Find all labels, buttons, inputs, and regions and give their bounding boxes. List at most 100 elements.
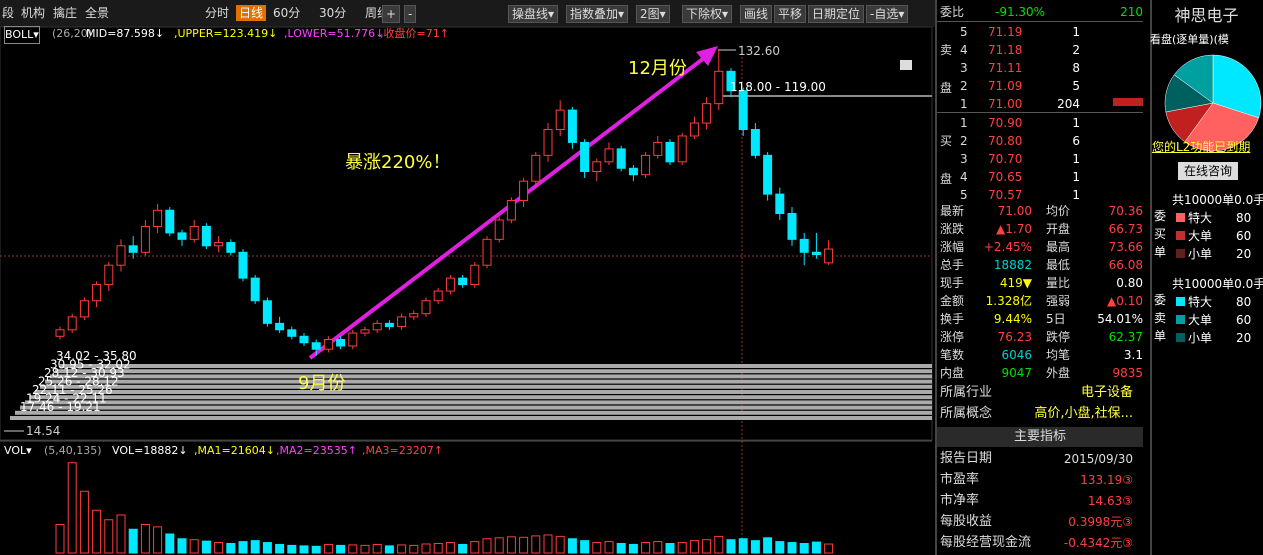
candle-body xyxy=(397,316,407,328)
stat-value: 66.08 xyxy=(1108,258,1143,272)
indicator-label: MID=87.598↓ xyxy=(86,27,165,40)
candle-body xyxy=(67,316,77,331)
volume-label: ,MA3=23207↑ xyxy=(362,444,443,457)
level: 4 xyxy=(960,170,968,184)
stat-label: 涨跌 xyxy=(940,222,965,236)
stat-label: 外盘 xyxy=(1046,366,1071,380)
stat-label: 最新 xyxy=(940,204,965,218)
indicator-value: 133.19③ xyxy=(1080,473,1133,487)
side-label: 盘 xyxy=(940,81,953,95)
quote-panel xyxy=(935,0,1147,555)
level: 1 xyxy=(960,116,968,130)
ratio-label: 委比 xyxy=(940,5,965,19)
pie-slice xyxy=(1173,54,1214,104)
candle-body xyxy=(323,339,333,350)
stat-value: 419▼ xyxy=(999,276,1032,290)
candle-body xyxy=(677,135,687,163)
price: 70.70 xyxy=(988,152,1023,166)
profile-value: 高价,小盘,社保... xyxy=(1034,406,1133,421)
tool-button[interactable]: 操盘线▾ xyxy=(508,5,559,23)
volume-bar xyxy=(567,538,577,554)
nav-tab[interactable]: 段 xyxy=(2,6,15,20)
tool-button[interactable]: 2图▾ xyxy=(636,5,670,23)
stat-label: 最低 xyxy=(1046,258,1071,272)
candle-body xyxy=(604,148,614,163)
block-row-label: 小单 xyxy=(1188,247,1213,261)
lock-icon[interactable] xyxy=(900,60,912,70)
indicator-name: 市盈率 xyxy=(940,472,980,487)
volume-bar xyxy=(360,544,370,554)
tab[interactable]: 看盘(逐单量)(模 xyxy=(1150,33,1229,46)
candle-body xyxy=(787,213,797,240)
price: 70.65 xyxy=(988,170,1023,184)
zoom-button[interactable]: + xyxy=(382,5,401,23)
indicator-name: 每股收益 xyxy=(940,514,993,529)
block-total: 共10000单0.0手 xyxy=(1172,277,1263,291)
chip-bar xyxy=(50,374,932,379)
divider xyxy=(937,112,1143,113)
period-button[interactable]: 60分 xyxy=(273,6,301,20)
volume-bar xyxy=(409,544,419,554)
candle-body xyxy=(299,335,309,344)
tool-button[interactable]: 指数叠加▾ xyxy=(566,5,629,23)
block-label: 委 xyxy=(1154,293,1167,307)
period-button[interactable]: 日线 xyxy=(236,5,267,21)
block-row-label: 小单 xyxy=(1188,331,1213,345)
notice[interactable]: 您的L2功能已到期 xyxy=(1152,140,1251,154)
stat-value: 6046 xyxy=(1001,348,1032,362)
candle-body xyxy=(726,70,736,92)
volume-bar xyxy=(55,524,65,554)
profile-label: 所属行业 xyxy=(940,385,993,400)
volume-bar xyxy=(92,509,102,554)
tool-button[interactable]: 画线 xyxy=(740,5,773,23)
candle-body xyxy=(494,219,504,240)
block-row-value: 20 xyxy=(1236,331,1252,345)
volume-bar xyxy=(226,543,236,554)
level: 3 xyxy=(960,61,968,75)
candle-body xyxy=(763,154,773,195)
section-header: 主要指标 xyxy=(937,427,1143,447)
tool-button[interactable]: 平移 xyxy=(774,5,807,23)
quantity: 1 xyxy=(1072,25,1080,39)
nav-tab[interactable]: 全景 xyxy=(85,6,110,20)
arrow-head xyxy=(696,46,718,66)
consult-button[interactable]: 在线咨询 xyxy=(1178,162,1239,180)
volume-label: VOL=18882↓ xyxy=(112,444,188,457)
chip-bar xyxy=(15,410,932,415)
stat-label: 5日 xyxy=(1046,312,1066,326)
pie-slice xyxy=(1184,102,1259,152)
tool-button[interactable]: -自选▾ xyxy=(866,5,909,23)
volume-bar xyxy=(543,534,553,554)
candle-body xyxy=(348,332,358,347)
volume-label: VOL▾ xyxy=(4,444,32,457)
volume-bar xyxy=(689,540,699,554)
volume-bar xyxy=(201,540,211,554)
block-total: 共10000单0.0手 xyxy=(1172,193,1263,207)
volume-label: ,MA2=23535↑ xyxy=(276,444,357,457)
zoom-button[interactable]: - xyxy=(404,5,417,23)
quantity: 6 xyxy=(1072,134,1080,148)
chip-label: 19.24 - 22.11 xyxy=(26,392,107,406)
period-button[interactable]: 30分 xyxy=(319,6,347,20)
tool-button[interactable]: 日期定位 xyxy=(808,5,865,23)
price: 70.90 xyxy=(988,116,1023,130)
stat-label: 换手 xyxy=(940,312,965,326)
candle-body xyxy=(421,300,431,315)
volume-bar xyxy=(311,545,321,554)
tool-button[interactable]: 下除权▾ xyxy=(682,5,733,23)
price: 71.19 xyxy=(988,25,1023,39)
profile-value: 电子设备 xyxy=(1080,385,1133,400)
volume-bar xyxy=(787,542,797,554)
stat-value: 66.73 xyxy=(1108,222,1143,236)
nav-tab[interactable]: 擒庄 xyxy=(53,6,78,20)
stat-value: ▲1.70 xyxy=(996,222,1032,236)
candle-body xyxy=(714,70,724,105)
period-button[interactable]: 分时 xyxy=(205,6,230,20)
stat-label: 涨幅 xyxy=(940,240,965,254)
candle-body xyxy=(360,329,370,334)
candle-body xyxy=(433,290,443,302)
stat-label: 均价 xyxy=(1046,204,1071,218)
candle-body xyxy=(262,300,272,324)
nav-tab[interactable]: 机构 xyxy=(21,6,46,20)
indicator-label: BOLL▾ xyxy=(4,26,40,44)
